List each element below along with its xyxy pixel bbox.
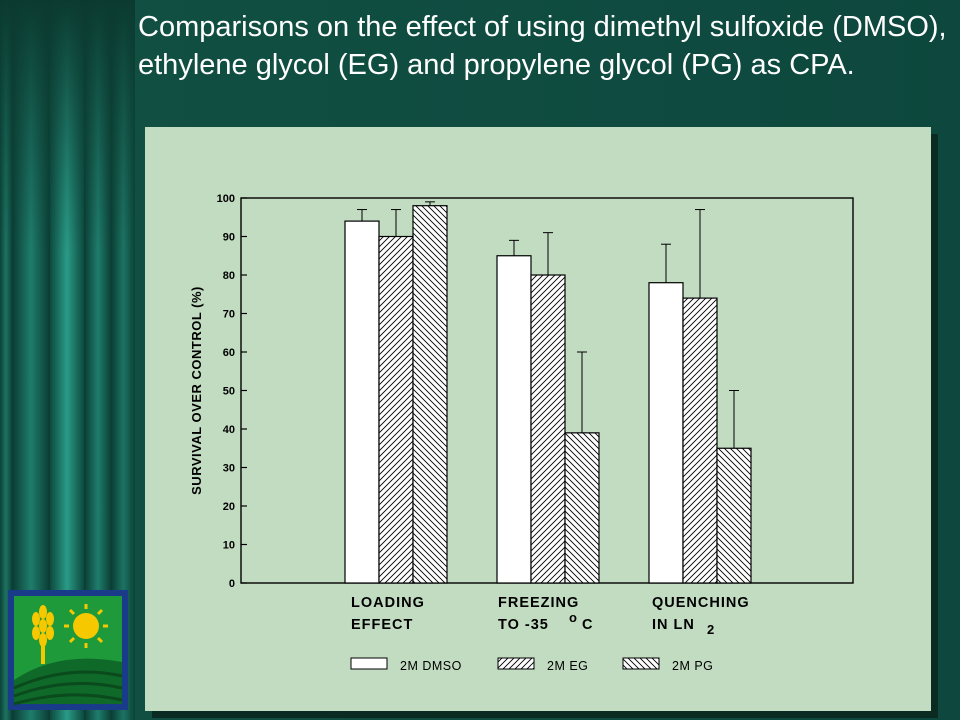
bar	[648, 282, 684, 584]
y-tick-label: 50	[223, 386, 235, 398]
legend-swatch	[350, 657, 388, 670]
bar	[530, 274, 566, 584]
y-tick-label: 30	[223, 463, 235, 475]
survival-bar-chart: 0 10 20 30 40 50 60 70 80 90 100 SURVIVAL OVER CONT…	[189, 193, 854, 673]
y-tick-label: 70	[223, 309, 235, 321]
category-label-suffix: C	[582, 617, 593, 633]
y-tick-label: 80	[223, 270, 235, 282]
y-tick-label: 90	[223, 232, 235, 244]
y-tick-label: 60	[223, 347, 235, 359]
bar	[716, 447, 752, 584]
y-axis-label: SURVIVAL OVER CONTROL (%)	[189, 286, 204, 495]
category-label: IN LN	[652, 617, 695, 633]
y-tick-label: 40	[223, 424, 235, 436]
bar	[344, 220, 380, 584]
bar	[412, 205, 448, 584]
y-tick-label: 0	[229, 578, 235, 590]
legend-label: 2M DMSO	[400, 659, 462, 673]
y-tick-label: 20	[223, 501, 235, 513]
legend-label: 2M PG	[672, 659, 713, 673]
slide-title: Comparisons on the effect of using dimet…	[138, 11, 947, 81]
bar	[378, 235, 414, 584]
legend-label: 2M EG	[547, 659, 588, 673]
y-tick-label: 10	[223, 540, 235, 552]
category-label: QUENCHING	[652, 595, 750, 611]
category-label-subscript: 2	[707, 622, 714, 637]
category-label: LOADING	[351, 595, 425, 611]
bar	[496, 255, 532, 584]
y-tick-label: 100	[217, 193, 235, 205]
category-label: EFFECT	[351, 617, 413, 633]
bar	[682, 297, 718, 584]
legend-swatch	[497, 657, 535, 670]
wheat-sun-field-logo-icon	[8, 590, 128, 710]
legend-swatch	[622, 657, 660, 670]
category-label: TO -35	[498, 617, 549, 633]
bar	[564, 432, 600, 584]
category-label-superscript: o	[569, 610, 577, 625]
category-label: FREEZING	[498, 595, 579, 611]
